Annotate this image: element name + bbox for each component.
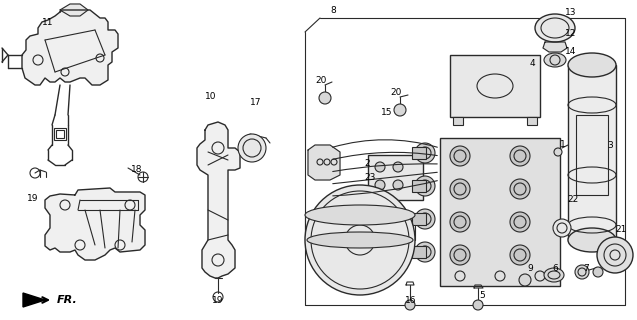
Text: 15: 15 — [381, 108, 392, 116]
Bar — [412, 246, 426, 258]
Circle shape — [554, 148, 562, 156]
Bar — [440, 138, 560, 286]
Text: 16: 16 — [405, 296, 417, 305]
Text: 7: 7 — [583, 264, 589, 273]
Circle shape — [415, 143, 435, 163]
Circle shape — [510, 212, 530, 232]
Circle shape — [593, 267, 603, 277]
Text: 10: 10 — [204, 92, 216, 100]
Circle shape — [553, 219, 571, 237]
Text: 20: 20 — [315, 76, 327, 85]
Ellipse shape — [544, 268, 564, 282]
Bar — [450, 55, 540, 117]
Text: 19: 19 — [27, 194, 39, 203]
Circle shape — [375, 180, 385, 190]
Circle shape — [405, 300, 415, 310]
Circle shape — [510, 179, 530, 199]
Polygon shape — [543, 42, 567, 52]
Circle shape — [415, 242, 435, 262]
Polygon shape — [308, 145, 340, 180]
Text: 12: 12 — [565, 29, 576, 38]
Text: 13: 13 — [565, 8, 576, 17]
Bar — [453, 117, 463, 125]
Text: 21: 21 — [615, 225, 627, 234]
Bar — [54, 128, 66, 140]
Circle shape — [319, 92, 331, 104]
Circle shape — [519, 274, 531, 286]
Circle shape — [415, 209, 435, 229]
Circle shape — [393, 162, 403, 172]
Text: 1: 1 — [559, 140, 566, 149]
Text: 19: 19 — [212, 296, 224, 305]
Bar — [568, 65, 616, 240]
Ellipse shape — [568, 53, 616, 77]
Text: 18: 18 — [131, 165, 143, 174]
Bar — [412, 180, 426, 192]
Bar — [412, 213, 426, 225]
Circle shape — [450, 146, 470, 166]
Circle shape — [375, 162, 385, 172]
Circle shape — [305, 185, 415, 295]
Text: 6: 6 — [552, 264, 559, 273]
Circle shape — [510, 245, 530, 265]
Circle shape — [473, 300, 483, 310]
Ellipse shape — [568, 228, 616, 252]
Text: 4: 4 — [529, 59, 534, 68]
Bar — [368, 155, 423, 200]
Ellipse shape — [307, 232, 413, 248]
Text: 8: 8 — [330, 6, 336, 15]
Circle shape — [415, 176, 435, 196]
Bar — [412, 147, 426, 159]
Circle shape — [450, 212, 470, 232]
Text: 22: 22 — [568, 195, 579, 204]
Circle shape — [394, 104, 406, 116]
Circle shape — [510, 146, 530, 166]
Text: 5: 5 — [479, 291, 485, 300]
Polygon shape — [22, 10, 118, 85]
Polygon shape — [197, 122, 240, 278]
Circle shape — [450, 179, 470, 199]
Text: 14: 14 — [565, 47, 576, 56]
Polygon shape — [45, 188, 145, 260]
Circle shape — [393, 180, 403, 190]
Polygon shape — [60, 4, 88, 16]
Bar — [576, 115, 608, 195]
Text: 3: 3 — [607, 141, 613, 150]
Ellipse shape — [305, 205, 415, 225]
Polygon shape — [23, 293, 45, 307]
Circle shape — [575, 265, 589, 279]
Ellipse shape — [535, 14, 575, 42]
Circle shape — [450, 245, 470, 265]
Text: 23: 23 — [364, 173, 376, 182]
Ellipse shape — [544, 53, 566, 67]
Circle shape — [238, 134, 266, 162]
Circle shape — [597, 237, 633, 273]
Text: 20: 20 — [390, 88, 402, 97]
Text: FR.: FR. — [57, 295, 78, 305]
Bar — [527, 117, 537, 125]
Text: 9: 9 — [527, 264, 534, 273]
Bar — [56, 130, 64, 138]
Text: 17: 17 — [250, 98, 262, 107]
Text: 2: 2 — [364, 159, 369, 168]
Text: 11: 11 — [42, 18, 54, 27]
